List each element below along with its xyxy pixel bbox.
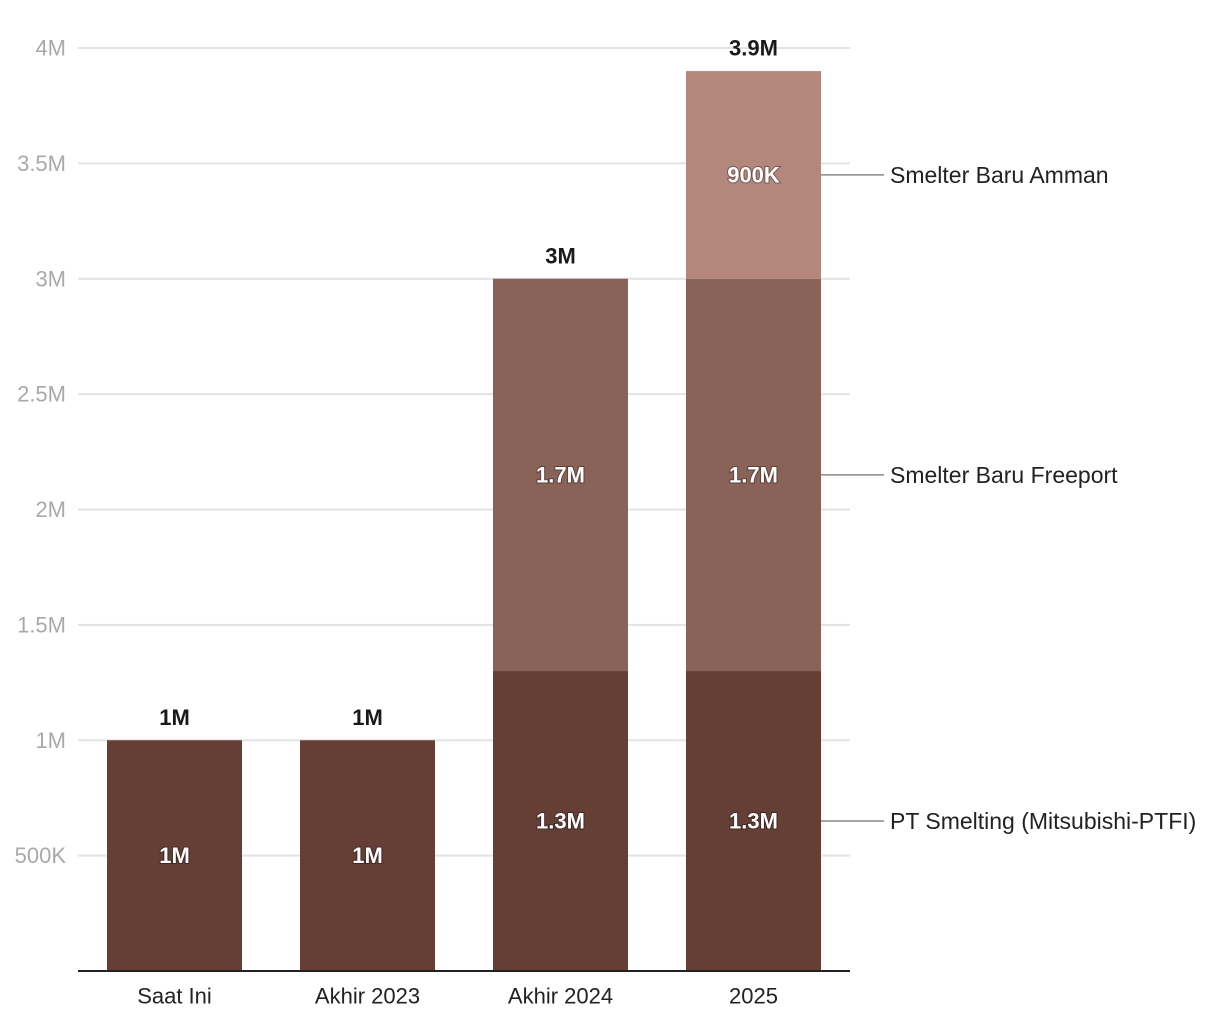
y-axis-ticks: 500K 1M 1.5M 2M 2.5M 3M 3.5M 4M bbox=[15, 36, 67, 869]
segment-labels: 1M 1M 1.3M 1.7M 1.3M 1.7M 900K bbox=[158, 161, 781, 869]
segment-value-label: 1M bbox=[352, 843, 383, 868]
y-tick-label: 1M bbox=[35, 728, 66, 753]
series-name-label: PT Smelting (Mitsubishi-PTFI) bbox=[890, 808, 1196, 834]
y-tick-label: 3.5M bbox=[17, 151, 66, 176]
segment-value-label: 1.3M bbox=[729, 809, 778, 834]
segment-value-label: 1.7M bbox=[536, 462, 585, 487]
total-labels: 1M 1M 3M 3.9M bbox=[159, 36, 778, 730]
y-tick-label: 1.5M bbox=[17, 612, 66, 637]
x-axis-ticks: Saat Ini Akhir 2023 Akhir 2024 2025 bbox=[137, 984, 778, 1009]
bar-segment bbox=[493, 671, 628, 971]
x-tick-label: 2025 bbox=[729, 984, 778, 1009]
bar-segment bbox=[300, 740, 435, 971]
bar-segment bbox=[686, 278, 821, 672]
y-tick-label: 4M bbox=[35, 36, 66, 61]
segment-value-label: 1.7M bbox=[729, 462, 778, 487]
segment-value-label: 1M bbox=[159, 843, 190, 868]
y-tick-label: 2M bbox=[35, 497, 66, 522]
x-tick-label: Saat Ini bbox=[137, 984, 212, 1009]
segment-value-label: 1.3M bbox=[536, 809, 585, 834]
bar-segment bbox=[107, 740, 242, 971]
x-tick-label: Akhir 2024 bbox=[508, 984, 613, 1009]
y-tick-label: 2.5M bbox=[17, 382, 66, 407]
y-tick-label: 500K bbox=[15, 843, 67, 868]
series-name-label: Smelter Baru Amman bbox=[890, 162, 1109, 188]
bar-segment bbox=[686, 671, 821, 971]
series-labels: PT Smelting (Mitsubishi-PTFI) Smelter Bar… bbox=[821, 162, 1196, 834]
segment-value-label: 900K bbox=[727, 162, 780, 187]
bar-segment bbox=[493, 278, 628, 672]
total-value-label: 1M bbox=[159, 705, 190, 730]
x-tick-label: Akhir 2023 bbox=[315, 984, 420, 1009]
bar-segment bbox=[686, 71, 821, 279]
total-value-label: 3.9M bbox=[729, 36, 778, 61]
total-value-label: 3M bbox=[545, 243, 576, 268]
total-value-label: 1M bbox=[352, 705, 383, 730]
series-name-label: Smelter Baru Freeport bbox=[890, 462, 1118, 488]
y-tick-label: 3M bbox=[35, 266, 66, 291]
bars bbox=[107, 71, 821, 971]
